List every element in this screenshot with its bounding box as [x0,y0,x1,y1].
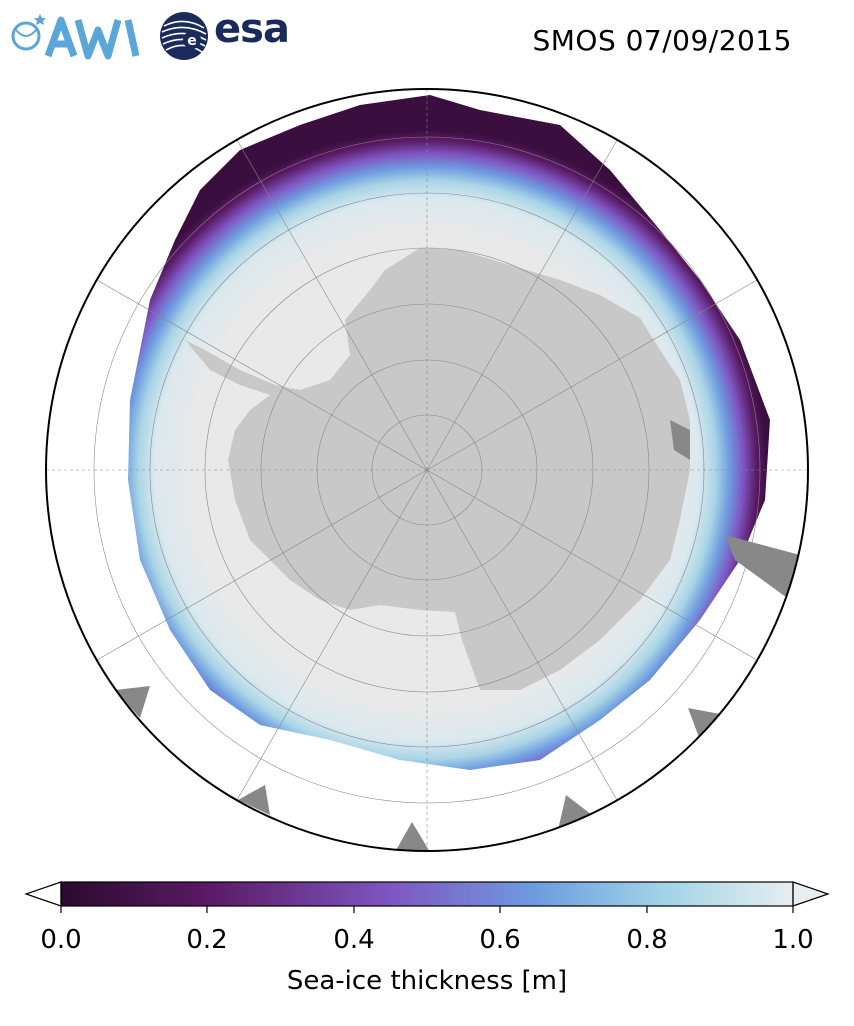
colorbar-tick-label: 0.4 [333,925,375,955]
colorbar-label: Sea-ice thickness [m] [286,966,568,996]
header: e esa SMOS 07/09/2015 [0,0,854,80]
map-boundary [45,88,809,852]
no-data-patch [238,785,270,815]
colorbar-extend-high [792,881,830,907]
colorbar-tick-label: 0.0 [40,925,82,955]
meridians [46,89,808,851]
colorbar-tick-label: 0.8 [626,925,668,955]
esa-logo-text: esa [214,6,290,52]
awi-logo [11,14,140,60]
colorbar [24,881,830,913]
map-title: SMOS 07/09/2015 [532,24,792,57]
no-data-patch [725,535,800,600]
no-data-patch [115,686,150,718]
colorbar-tick-label: 0.2 [186,925,228,955]
no-data-patch [670,420,690,460]
esa-logo-icon: e [160,12,208,60]
no-data-patch [558,795,592,830]
svg-text:e: e [187,33,197,49]
no-data-patch [688,708,720,740]
antarctica-land [185,248,690,690]
map-body [46,89,808,851]
colorbar-extend-low [24,881,62,907]
colorbar-tick-label: 0.6 [479,925,521,955]
no-data-patch [395,822,430,851]
colorbar-tick-label: 1.0 [772,925,814,955]
